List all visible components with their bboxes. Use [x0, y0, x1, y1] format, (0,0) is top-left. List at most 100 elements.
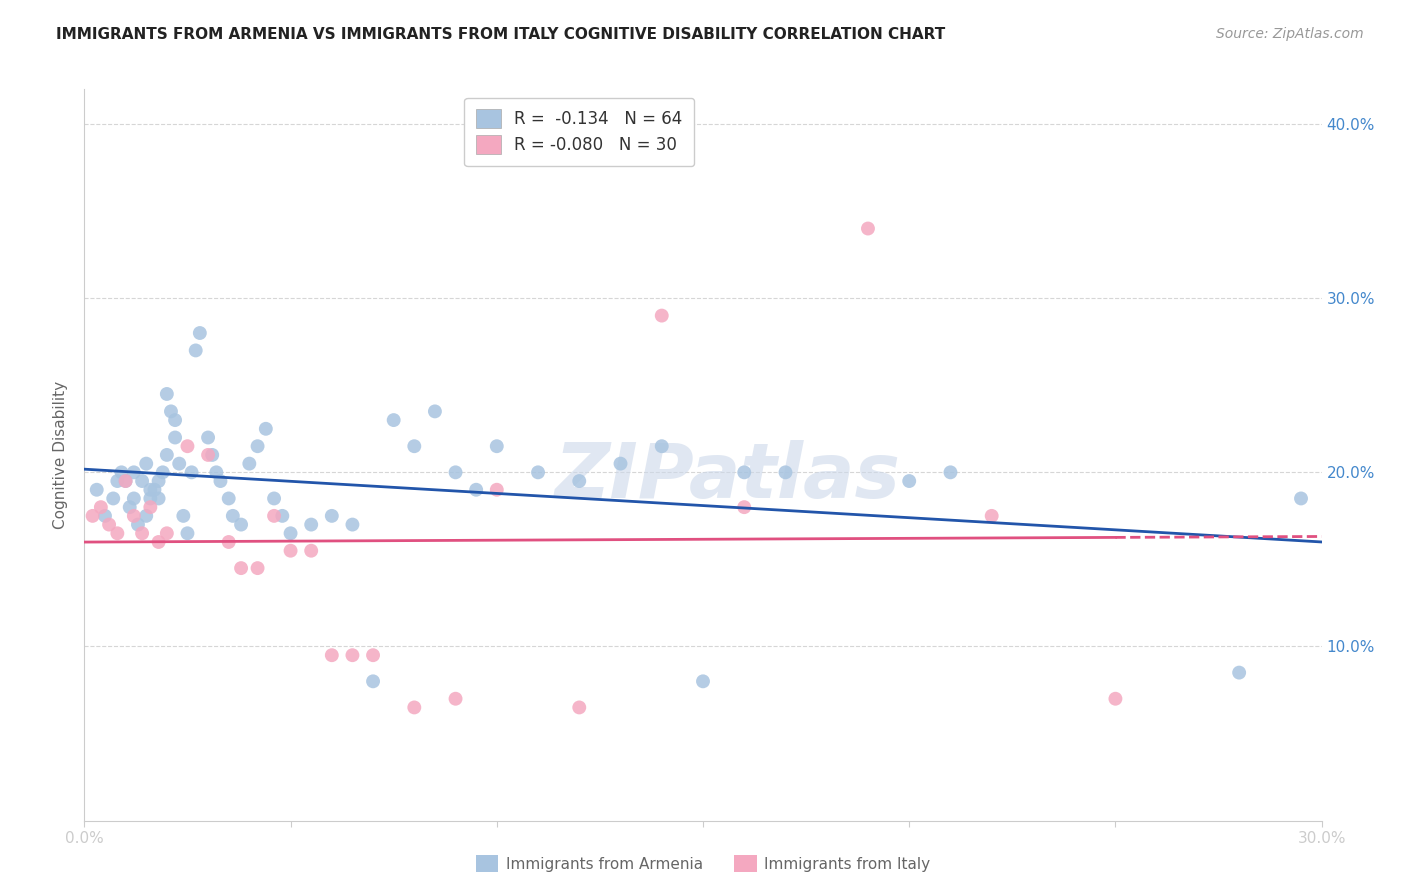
Point: [122, 508, 145, 523]
Point: [444, 691, 467, 706]
Text: ZIPatlas: ZIPatlas: [555, 440, 901, 514]
Point: [342, 648, 364, 663]
Point: [197, 448, 219, 462]
Point: [404, 700, 426, 714]
Point: [218, 535, 240, 549]
Point: [465, 483, 488, 497]
Point: [1289, 491, 1312, 506]
Point: [114, 474, 136, 488]
Point: [156, 387, 179, 401]
Point: [90, 500, 112, 515]
Point: [775, 466, 797, 480]
Point: [122, 466, 145, 480]
Point: [342, 517, 364, 532]
Point: [246, 439, 269, 453]
Point: [135, 508, 157, 523]
Point: [423, 404, 446, 418]
Point: [105, 526, 128, 541]
Point: [176, 439, 198, 453]
Point: [143, 483, 166, 497]
Point: [651, 439, 673, 453]
Point: [172, 508, 194, 523]
Point: [527, 466, 550, 480]
Point: [94, 508, 117, 523]
Point: [299, 517, 322, 532]
Point: [280, 543, 302, 558]
Point: [139, 500, 162, 515]
Point: [444, 466, 467, 480]
Point: [176, 526, 198, 541]
Point: [980, 508, 1002, 523]
Point: [180, 466, 202, 480]
Point: [167, 457, 190, 471]
Point: [229, 517, 252, 532]
Point: [271, 508, 294, 523]
Point: [568, 700, 591, 714]
Legend: Immigrants from Armenia, Immigrants from Italy: Immigrants from Armenia, Immigrants from…: [468, 847, 938, 880]
Point: [82, 508, 104, 523]
Point: [165, 430, 187, 444]
Point: [105, 474, 128, 488]
Point: [160, 404, 183, 418]
Point: [321, 648, 343, 663]
Point: [188, 326, 211, 340]
Point: [485, 483, 508, 497]
Y-axis label: Cognitive Disability: Cognitive Disability: [53, 381, 69, 529]
Point: [733, 500, 755, 515]
Point: [404, 439, 426, 453]
Point: [898, 474, 921, 488]
Point: [148, 491, 170, 506]
Point: [152, 466, 174, 480]
Point: [139, 483, 162, 497]
Point: [939, 466, 962, 480]
Point: [201, 448, 224, 462]
Point: [148, 535, 170, 549]
Point: [118, 500, 141, 515]
Point: [103, 491, 125, 506]
Point: [148, 474, 170, 488]
Point: [229, 561, 252, 575]
Point: [156, 448, 179, 462]
Point: [165, 413, 187, 427]
Point: [1227, 665, 1250, 680]
Point: [485, 439, 508, 453]
Point: [692, 674, 714, 689]
Point: [361, 648, 384, 663]
Point: [205, 466, 228, 480]
Point: [135, 457, 157, 471]
Point: [86, 483, 108, 497]
Point: [238, 457, 260, 471]
Point: [197, 430, 219, 444]
Point: [568, 474, 591, 488]
Point: [299, 543, 322, 558]
Point: [609, 457, 631, 471]
Point: [651, 309, 673, 323]
Point: [280, 526, 302, 541]
Point: [209, 474, 232, 488]
Point: [321, 508, 343, 523]
Point: [156, 526, 179, 541]
Text: IMMIGRANTS FROM ARMENIA VS IMMIGRANTS FROM ITALY COGNITIVE DISABILITY CORRELATIO: IMMIGRANTS FROM ARMENIA VS IMMIGRANTS FR…: [56, 27, 945, 42]
Point: [114, 474, 136, 488]
Point: [361, 674, 384, 689]
Point: [254, 422, 277, 436]
Point: [263, 508, 285, 523]
Point: [1104, 691, 1126, 706]
Point: [131, 474, 153, 488]
Point: [222, 508, 245, 523]
Point: [127, 517, 149, 532]
Point: [263, 491, 285, 506]
Point: [131, 526, 153, 541]
Point: [184, 343, 207, 358]
Point: [218, 491, 240, 506]
Point: [139, 491, 162, 506]
Point: [856, 221, 879, 235]
Point: [122, 491, 145, 506]
Text: Source: ZipAtlas.com: Source: ZipAtlas.com: [1216, 27, 1364, 41]
Point: [110, 466, 132, 480]
Point: [98, 517, 121, 532]
Point: [382, 413, 405, 427]
Point: [246, 561, 269, 575]
Legend: R =  -0.134   N = 64, R = -0.080   N = 30: R = -0.134 N = 64, R = -0.080 N = 30: [464, 97, 695, 166]
Point: [733, 466, 755, 480]
